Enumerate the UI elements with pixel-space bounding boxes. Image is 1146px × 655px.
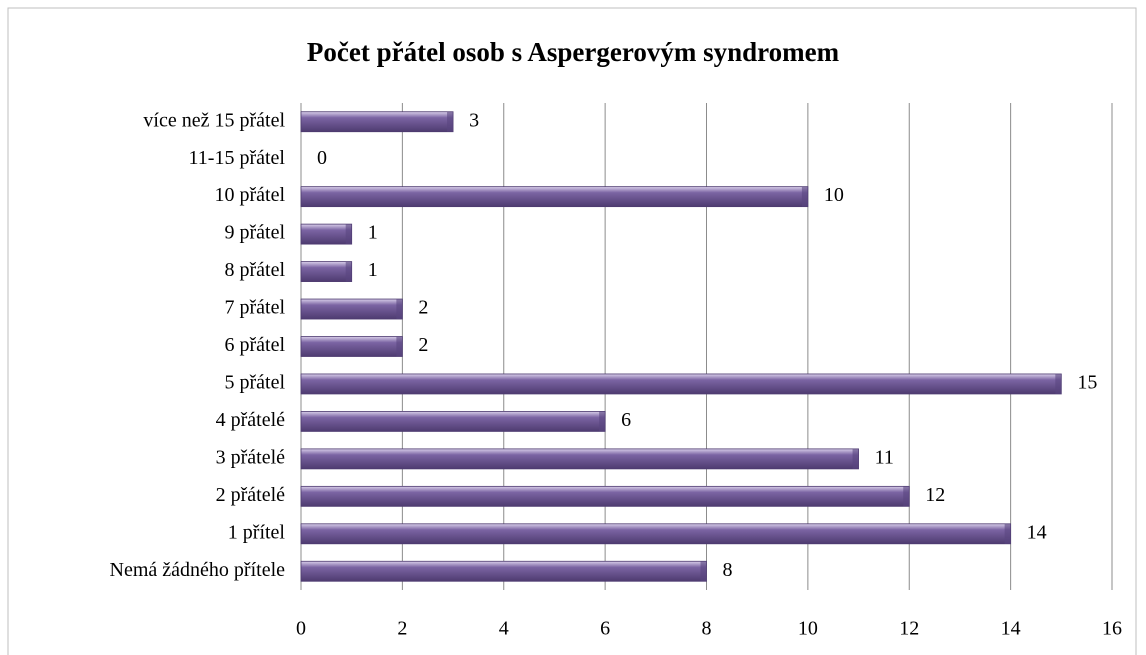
data-label: 1 [368,222,378,244]
bar-end [345,261,352,282]
bar-end [700,561,707,582]
x-tick-label: 14 [1001,618,1021,640]
x-tick-label: 6 [600,618,610,640]
bar-end [447,111,454,132]
x-tick-label: 0 [296,618,306,640]
y-tick-label: 7 přátel [224,297,285,319]
data-label: 6 [621,409,631,431]
y-tick-label: 8 přátel [224,259,285,281]
y-tick-label: 3 přátelé [216,446,286,468]
bar [300,411,606,432]
x-tick-label: 16 [1102,618,1122,640]
x-tick-label: 8 [702,618,712,640]
chart-title: Počet přátel osob s Aspergerovým syndrom… [307,37,840,67]
x-tick-label: 12 [899,618,919,640]
bar-end [1055,373,1062,394]
x-tick-label: 4 [499,618,509,640]
data-label: 15 [1077,372,1097,394]
bar [300,560,707,582]
data-label: 3 [469,109,479,131]
y-tick-label: 5 přátel [224,372,285,394]
data-label: 14 [1027,521,1047,543]
bar-end [599,411,606,432]
y-tick-label: 6 přátel [224,334,285,356]
x-tick-label: 10 [798,618,818,640]
bar [300,523,1012,545]
bar [300,336,403,357]
bar-end [345,224,352,245]
data-label: 1 [368,259,378,281]
y-tick-label: 11-15 přátel [189,147,286,169]
y-tick-label: 4 přátelé [216,409,286,431]
data-label: 10 [824,184,844,206]
data-label: 2 [418,297,428,319]
y-tick-label: více než 15 přátel [143,109,285,131]
bar-end [1004,523,1011,544]
y-tick-label: 1 přítel [228,521,286,543]
bar-end [396,299,403,320]
x-tick-label: 2 [397,618,407,640]
bar [300,298,403,320]
bar-end [801,186,808,207]
bar-end [903,486,910,507]
data-label: 2 [418,334,428,356]
data-label: 11 [875,446,894,468]
chart-border [7,7,1137,655]
bar-end [396,336,403,357]
y-tick-label: 10 přátel [214,184,285,206]
bar [300,186,809,208]
bar-end [852,448,859,469]
data-label: 0 [317,147,327,169]
bar [300,485,910,507]
bar [300,448,859,470]
bar [300,111,454,133]
bar [300,223,353,245]
data-label: 8 [723,559,733,581]
bar [300,261,353,282]
data-label: 12 [925,484,945,506]
y-tick-label: 9 přátel [224,222,285,244]
y-tick-label: 2 přátelé [216,484,286,506]
bar [300,373,1062,395]
y-tick-label: Nemá žádného přítele [110,559,286,581]
